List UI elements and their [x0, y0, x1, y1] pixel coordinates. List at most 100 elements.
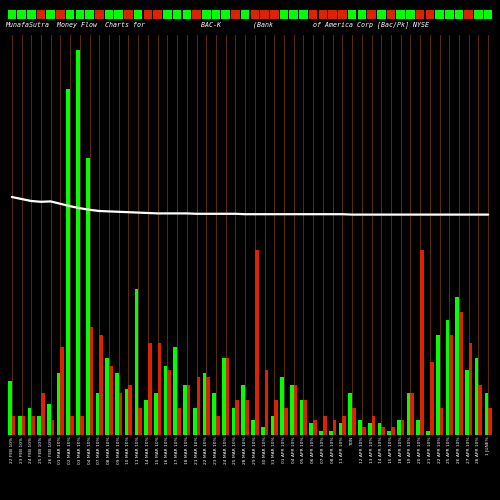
- Bar: [158, 342, 162, 435]
- Bar: [18, 416, 22, 435]
- Bar: [212, 10, 220, 18]
- Bar: [440, 408, 444, 435]
- Bar: [329, 431, 332, 435]
- Bar: [309, 10, 318, 18]
- Bar: [144, 400, 148, 435]
- Bar: [196, 378, 200, 435]
- Bar: [450, 335, 453, 435]
- Bar: [420, 250, 424, 435]
- Bar: [290, 10, 298, 18]
- Bar: [464, 10, 473, 18]
- Bar: [372, 416, 375, 435]
- Bar: [270, 10, 278, 18]
- Bar: [212, 392, 216, 435]
- Bar: [56, 374, 60, 435]
- Bar: [47, 404, 50, 435]
- Bar: [222, 358, 226, 435]
- Text: MunafaSutra  Money Flow  Charts for              BAC-K        (Bank          of : MunafaSutra Money Flow Charts for BAC-K …: [5, 20, 429, 28]
- Bar: [245, 400, 249, 435]
- Bar: [104, 10, 114, 18]
- Bar: [318, 10, 327, 18]
- Bar: [236, 400, 239, 435]
- Bar: [66, 10, 74, 18]
- Bar: [478, 385, 482, 435]
- Bar: [232, 408, 235, 435]
- Bar: [106, 358, 109, 435]
- Bar: [22, 416, 25, 435]
- Bar: [164, 366, 168, 435]
- Bar: [192, 10, 201, 18]
- Bar: [377, 10, 386, 18]
- Bar: [396, 10, 405, 18]
- Bar: [38, 416, 41, 435]
- Bar: [86, 158, 90, 435]
- Bar: [90, 328, 94, 435]
- Bar: [163, 10, 172, 18]
- Bar: [183, 385, 187, 435]
- Bar: [76, 10, 84, 18]
- Bar: [66, 89, 70, 435]
- Bar: [294, 385, 298, 435]
- Bar: [8, 381, 12, 435]
- Bar: [264, 370, 268, 435]
- Bar: [465, 370, 469, 435]
- Bar: [484, 392, 488, 435]
- Bar: [468, 342, 472, 435]
- Bar: [202, 10, 210, 18]
- Bar: [488, 408, 492, 435]
- Bar: [115, 374, 119, 435]
- Bar: [328, 10, 337, 18]
- Bar: [250, 10, 259, 18]
- Bar: [358, 10, 366, 18]
- Bar: [270, 416, 274, 435]
- Bar: [173, 10, 182, 18]
- Bar: [174, 346, 177, 435]
- Bar: [397, 420, 400, 435]
- Bar: [36, 10, 45, 18]
- Bar: [367, 10, 376, 18]
- Bar: [46, 10, 55, 18]
- Bar: [430, 362, 434, 435]
- Bar: [86, 10, 94, 18]
- Bar: [125, 389, 128, 435]
- Bar: [193, 408, 196, 435]
- Bar: [416, 420, 420, 435]
- Bar: [455, 10, 464, 18]
- Bar: [187, 385, 190, 435]
- Bar: [226, 358, 230, 435]
- Bar: [251, 420, 255, 435]
- Bar: [80, 416, 84, 435]
- Bar: [134, 289, 138, 435]
- Bar: [8, 10, 16, 18]
- Bar: [459, 312, 462, 435]
- Bar: [182, 10, 191, 18]
- Bar: [76, 50, 80, 435]
- Bar: [17, 10, 26, 18]
- Bar: [280, 10, 288, 18]
- Bar: [368, 424, 372, 435]
- Bar: [96, 392, 100, 435]
- Bar: [352, 408, 356, 435]
- Bar: [304, 400, 307, 435]
- Bar: [114, 10, 123, 18]
- Bar: [381, 428, 385, 435]
- Bar: [391, 428, 394, 435]
- Bar: [299, 10, 308, 18]
- Bar: [416, 10, 424, 18]
- Bar: [436, 335, 440, 435]
- Bar: [445, 10, 454, 18]
- Bar: [206, 378, 210, 435]
- Bar: [319, 431, 323, 435]
- Bar: [446, 320, 450, 435]
- Bar: [119, 392, 122, 435]
- Bar: [50, 420, 54, 435]
- Bar: [475, 358, 478, 435]
- Bar: [400, 420, 404, 435]
- Bar: [41, 392, 44, 435]
- Bar: [338, 424, 342, 435]
- Bar: [261, 428, 264, 435]
- Bar: [144, 10, 152, 18]
- Bar: [124, 10, 133, 18]
- Bar: [109, 366, 112, 435]
- Bar: [348, 392, 352, 435]
